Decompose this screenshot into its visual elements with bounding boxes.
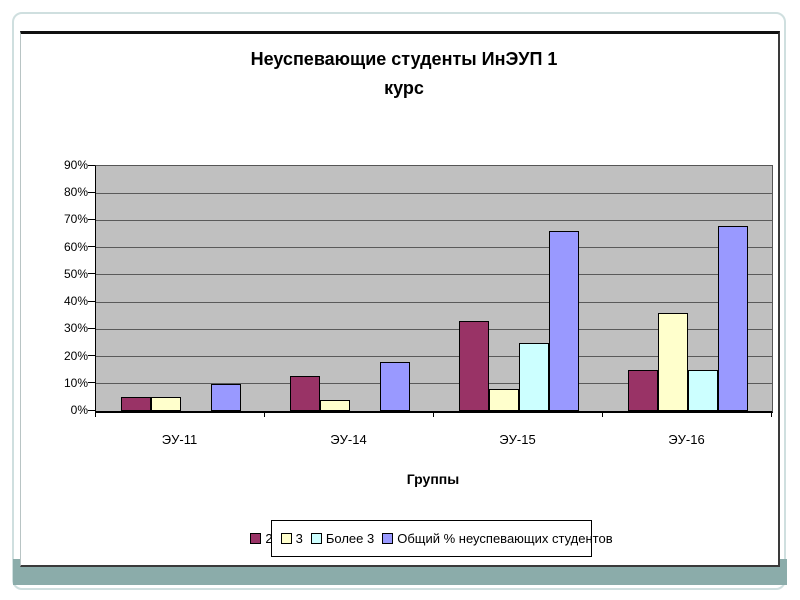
plot-area bbox=[95, 165, 773, 413]
y-tick-label-30%: 30% bbox=[63, 321, 88, 336]
y-tick-mark bbox=[88, 327, 95, 329]
bar-Общий % неуспевающих студентов-ЭУ-15 bbox=[548, 231, 579, 411]
bar-Общий % неуспевающих студентов-ЭУ-14 bbox=[379, 362, 410, 411]
x-tick-label-ЭУ-15: ЭУ-15 bbox=[499, 432, 536, 447]
legend-item-1: 2 bbox=[250, 531, 273, 546]
y-tick-label-70%: 70% bbox=[63, 212, 88, 227]
gridline-30 bbox=[96, 328, 772, 330]
gridline-40 bbox=[96, 301, 772, 303]
y-tick-label-40%: 40% bbox=[63, 294, 88, 309]
y-tick-mark bbox=[88, 409, 95, 411]
bar-2-ЭУ-15 bbox=[458, 321, 489, 411]
y-tick-label-50%: 50% bbox=[63, 266, 88, 281]
y-tick-label-10%: 10% bbox=[63, 375, 88, 390]
chart-legend: 2 3 Более 3 Общий % неуспевающих студентов bbox=[250, 520, 613, 557]
bar-2-ЭУ-11 bbox=[120, 397, 151, 411]
legend-swatch-icon bbox=[250, 533, 262, 544]
x-axis-title: Группы bbox=[406, 471, 460, 487]
y-tick-mark bbox=[88, 191, 95, 193]
bar-3-ЭУ-15 bbox=[488, 389, 519, 411]
chart-title: Неуспевающие студенты ИнЭУП 1 курс bbox=[20, 45, 788, 103]
y-tick-mark bbox=[88, 246, 95, 248]
gridline-10 bbox=[96, 383, 772, 385]
gridline-80 bbox=[96, 192, 772, 194]
chart-title-line1: Неуспевающие студенты ИнЭУП 1 bbox=[250, 49, 558, 69]
legend-item-2: 3 bbox=[280, 531, 303, 546]
legend-label: 2 bbox=[265, 531, 273, 546]
chart-title-line2: курс bbox=[384, 78, 424, 98]
bar-2-ЭУ-14 bbox=[289, 375, 320, 411]
x-tick-mark bbox=[602, 412, 603, 417]
x-tick-mark bbox=[771, 412, 772, 417]
gridline-50 bbox=[96, 274, 772, 276]
legend-label: Общий % неуспевающих студентов bbox=[397, 531, 613, 546]
y-tick-mark bbox=[88, 300, 95, 302]
y-tick-mark bbox=[88, 218, 95, 220]
legend-item-4: Общий % неуспевающих студентов bbox=[382, 531, 613, 546]
y-tick-label-90%: 90% bbox=[63, 158, 88, 172]
bar-3-ЭУ-11 bbox=[150, 397, 181, 411]
y-tick-label-0%: 0% bbox=[70, 403, 88, 417]
gridline-20 bbox=[96, 356, 772, 358]
legend-label: Более 3 bbox=[325, 531, 375, 546]
y-tick-label-60%: 60% bbox=[63, 239, 88, 254]
x-tick-label-ЭУ-14: ЭУ-14 bbox=[330, 432, 367, 447]
y-tick-mark bbox=[88, 273, 95, 275]
x-tick-mark bbox=[95, 412, 96, 417]
bar-2-ЭУ-16 bbox=[627, 370, 658, 411]
y-tick-label-20%: 20% bbox=[63, 348, 88, 363]
legend-item-3: Более 3 bbox=[310, 531, 375, 546]
x-tick-mark bbox=[264, 412, 265, 417]
bar-Более 3-ЭУ-16 bbox=[687, 370, 718, 411]
legend-label: 3 bbox=[295, 531, 303, 546]
bar-Общий % неуспевающих студентов-ЭУ-11 bbox=[210, 383, 241, 411]
bar-3-ЭУ-16 bbox=[657, 313, 688, 411]
gridline-60 bbox=[96, 247, 772, 249]
legend-swatch-icon bbox=[382, 533, 394, 544]
bar-3-ЭУ-14 bbox=[319, 400, 350, 411]
x-tick-mark bbox=[433, 412, 434, 417]
x-tick-label-ЭУ-16: ЭУ-16 bbox=[668, 432, 705, 447]
bar-Более 3-ЭУ-15 bbox=[518, 342, 549, 411]
y-tick-mark bbox=[88, 355, 95, 357]
x-tick-label-ЭУ-11: ЭУ-11 bbox=[161, 432, 198, 447]
y-tick-label-80%: 80% bbox=[63, 185, 88, 200]
y-tick-mark bbox=[88, 382, 95, 384]
bar-Общий % неуспевающих студентов-ЭУ-16 bbox=[717, 225, 748, 411]
y-tick-mark bbox=[88, 164, 95, 166]
legend-swatch-icon bbox=[280, 533, 292, 544]
legend-swatch-icon bbox=[310, 533, 322, 544]
gridline-70 bbox=[96, 219, 772, 221]
